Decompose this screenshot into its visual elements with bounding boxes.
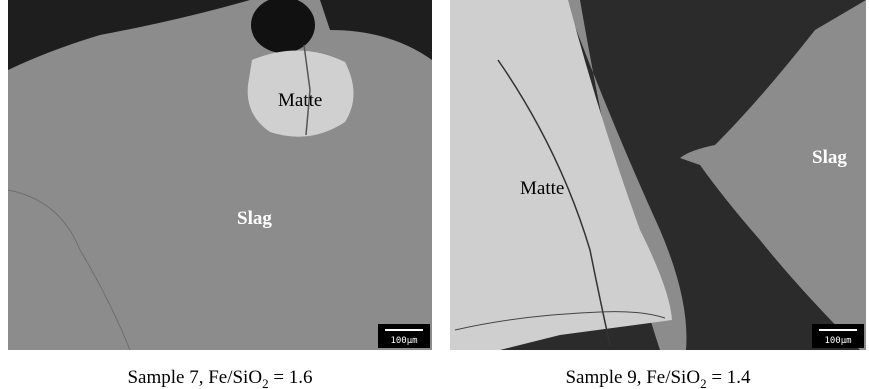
- phase-label: Matte: [520, 178, 564, 199]
- caption-text: = 1.6: [269, 367, 313, 388]
- figure: Matte Slag 100μm Matte Slag 100μm Sample…: [0, 0, 869, 389]
- phase-label: Matte: [278, 90, 322, 111]
- caption-text: = 1.4: [707, 367, 751, 388]
- scale-bar: 100μm: [390, 336, 417, 346]
- caption: Sample 9, Fe/SiO2 = 1.4: [565, 367, 751, 389]
- scale-bar: 100μm: [824, 336, 851, 346]
- micrograph-right: Matte Slag 100μm: [450, 0, 866, 350]
- caption-text: Sample 7, Fe/SiO: [127, 367, 262, 388]
- caption-text: Sample 9, Fe/SiO: [565, 367, 700, 388]
- caption: Sample 7, Fe/SiO2 = 1.6: [127, 367, 312, 389]
- phase-label: Slag: [812, 147, 847, 168]
- phase-label: Slag: [237, 208, 272, 229]
- micrograph-left: Matte Slag 100μm: [8, 0, 432, 350]
